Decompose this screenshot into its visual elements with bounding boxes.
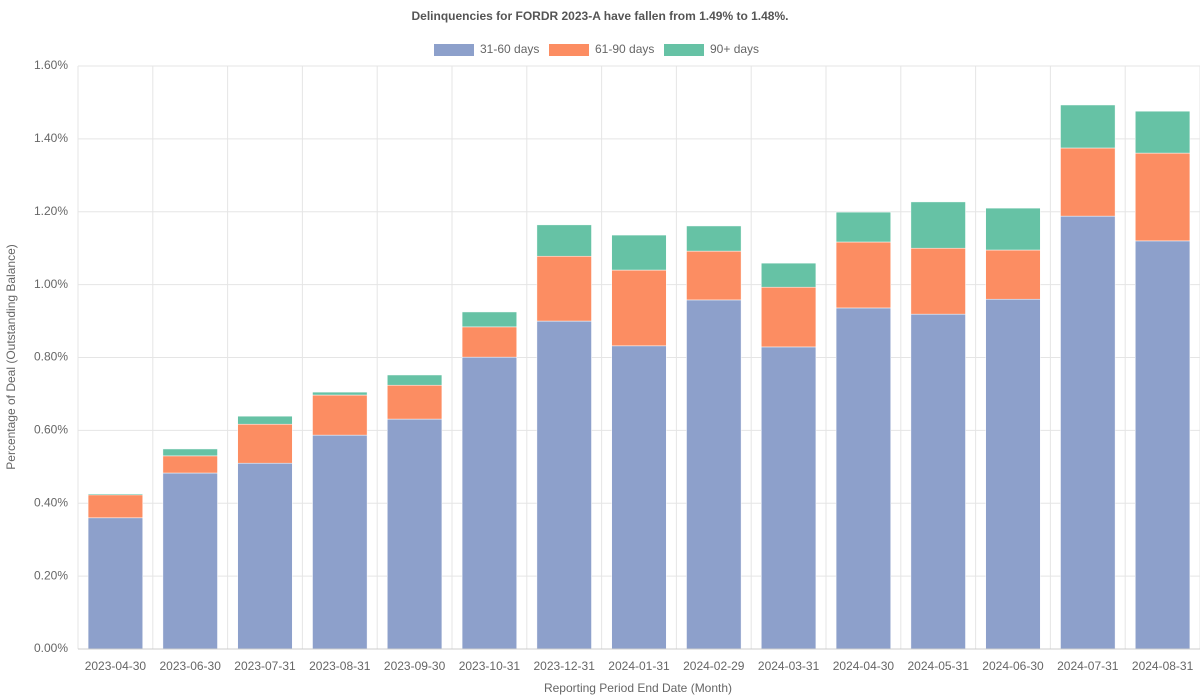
bar-segment xyxy=(686,299,742,650)
x-tick-label: 2023-07-31 xyxy=(234,659,296,673)
bar-segment xyxy=(611,234,667,271)
x-tick-label: 2024-07-31 xyxy=(1057,659,1119,673)
bar-segment xyxy=(387,418,443,650)
bar-segment xyxy=(536,224,592,257)
bar-segment xyxy=(87,517,143,650)
bar-segment xyxy=(162,455,218,474)
y-tick-label: 1.40% xyxy=(34,131,68,145)
x-tick-label: 2024-02-29 xyxy=(683,659,745,673)
bar-segment xyxy=(461,326,517,358)
x-tick-label: 2023-09-30 xyxy=(384,659,446,673)
bar-segment xyxy=(761,286,817,348)
x-tick-label: 2024-05-31 xyxy=(908,659,970,673)
bar-segment xyxy=(162,448,218,457)
y-tick-label: 0.40% xyxy=(34,495,68,509)
x-tick-label: 2024-06-30 xyxy=(982,659,1044,673)
bar-segment xyxy=(611,345,667,650)
bar-segment xyxy=(611,269,667,347)
bar-segment xyxy=(910,247,966,315)
y-tick-label: 1.60% xyxy=(34,58,68,72)
bar-segment xyxy=(835,211,891,243)
bar-segment xyxy=(985,249,1041,300)
bar-segment xyxy=(1060,215,1116,650)
bar-segment xyxy=(312,391,368,396)
x-tick-label: 2024-08-31 xyxy=(1132,659,1194,673)
bar-segment xyxy=(1060,147,1116,217)
bar-segment xyxy=(237,462,293,650)
legend-swatch xyxy=(549,44,589,56)
bar-segment xyxy=(536,255,592,322)
x-tick-label: 2024-01-31 xyxy=(608,659,670,673)
bar-segment xyxy=(686,250,742,301)
bar-segment xyxy=(461,311,517,328)
bar-segment xyxy=(1060,104,1116,149)
bar-segment xyxy=(387,384,443,420)
bar-segment xyxy=(910,201,966,249)
bar-segment xyxy=(87,494,143,519)
bar-segment xyxy=(761,262,817,288)
chart-title: Delinquencies for FORDR 2023-A have fall… xyxy=(411,9,788,23)
y-tick-label: 0.20% xyxy=(34,568,68,582)
bar-segment xyxy=(387,374,443,386)
bar-segment xyxy=(162,472,218,650)
x-axis-label: Reporting Period End Date (Month) xyxy=(544,681,732,695)
legend-label: 31-60 days xyxy=(480,42,539,56)
y-tick-label: 0.60% xyxy=(34,423,68,437)
legend-swatch xyxy=(434,44,474,56)
bar-segment xyxy=(835,241,891,309)
bar-segment xyxy=(237,415,293,425)
bar-segment xyxy=(686,225,742,252)
bar-segment xyxy=(237,423,293,464)
y-tick-label: 0.00% xyxy=(34,641,68,655)
x-tick-label: 2023-08-31 xyxy=(309,659,371,673)
bar-segment xyxy=(87,493,143,496)
y-axis-label: Percentage of Deal (Outstanding Balance) xyxy=(4,244,18,469)
bar-segment xyxy=(985,207,1041,251)
legend-label: 90+ days xyxy=(710,42,759,56)
y-tick-label: 1.20% xyxy=(34,204,68,218)
bar-segment xyxy=(461,356,517,650)
bar-segment xyxy=(1135,110,1191,154)
bar-segment xyxy=(985,298,1041,650)
legend-label: 61-90 days xyxy=(595,42,654,56)
bar-segment xyxy=(761,346,817,650)
x-tick-label: 2023-06-30 xyxy=(160,659,222,673)
bar-segment xyxy=(835,307,891,650)
bar-segment xyxy=(312,394,368,436)
x-tick-label: 2023-10-31 xyxy=(459,659,521,673)
x-tick-label: 2024-04-30 xyxy=(833,659,895,673)
bar-segment xyxy=(1135,152,1191,242)
bar-segment xyxy=(1135,240,1191,650)
x-tick-label: 2023-04-30 xyxy=(85,659,147,673)
x-tick-label: 2023-12-31 xyxy=(534,659,596,673)
y-tick-label: 1.00% xyxy=(34,277,68,291)
bar-segment xyxy=(536,320,592,650)
legend-swatch xyxy=(664,44,704,56)
bar-segment xyxy=(910,313,966,650)
bar-segment xyxy=(312,434,368,650)
x-tick-label: 2024-03-31 xyxy=(758,659,820,673)
y-tick-label: 0.80% xyxy=(34,350,68,364)
